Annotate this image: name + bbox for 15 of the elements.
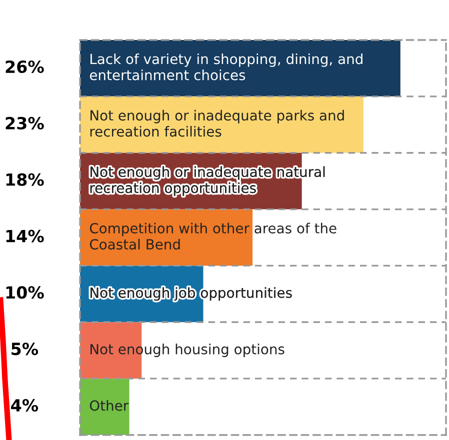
bar bbox=[80, 40, 400, 96]
y-tick-label: Not enough or inadequate parks and recreation facilities bbox=[90, 110, 344, 137]
bar bbox=[80, 209, 253, 266]
data-label: 26% bbox=[6, 60, 44, 74]
data-label: 10% bbox=[6, 286, 44, 299]
data-label: 4% bbox=[11, 399, 38, 412]
data-label: 18% bbox=[6, 173, 44, 186]
y-tick-label: Lack of variety in shopping, dining, and entertainment choices bbox=[90, 53, 362, 80]
y-tick-label: Competition with other areas of the Coastal Bend bbox=[90, 222, 336, 250]
y-tick-label: Other bbox=[90, 400, 129, 411]
bar bbox=[80, 378, 130, 435]
bar bbox=[80, 96, 364, 153]
data-label: 5% bbox=[12, 342, 38, 356]
data-label: 23% bbox=[6, 116, 44, 130]
data-label: 14% bbox=[6, 230, 44, 242]
